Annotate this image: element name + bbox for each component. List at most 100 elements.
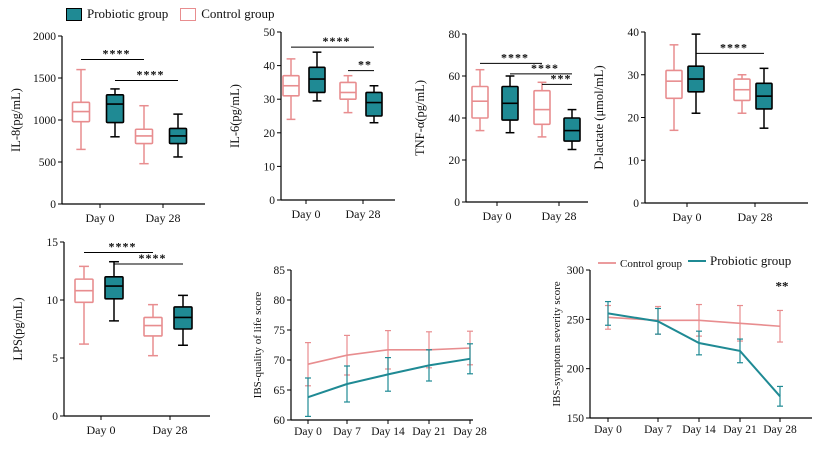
series-line — [307, 357, 471, 399]
y-axis-label: IBS-quality of life score — [252, 292, 264, 399]
significance-label: **** — [323, 34, 351, 48]
y-tick-label: 0 — [633, 198, 639, 210]
top-legend: Probiotic group Control group — [66, 4, 287, 24]
significance-label: **** — [139, 251, 167, 265]
significance-label: **** — [109, 239, 137, 253]
y-tick-label: 15 — [47, 237, 59, 249]
box-rect — [104, 275, 124, 300]
y-axis-label: IL-6(pg/mL) — [228, 84, 242, 148]
significance-label: *** — [551, 71, 572, 85]
panel-lps: 0 5 10 15 LPS(pg/mL) Day 0 Day 28 ******** — [11, 237, 210, 437]
x-tick-label: Day 0 — [673, 210, 702, 224]
y-tick-label: 10 — [47, 295, 59, 307]
box-control — [733, 74, 751, 114]
y-tick-label: 60 — [274, 415, 286, 427]
box-probiotic — [755, 67, 773, 129]
y-tick-label: 2000 — [33, 31, 56, 43]
x-tick-label: Day 0 — [294, 426, 322, 438]
y-tick-label: 0 — [50, 199, 56, 211]
y-axis-label: LPS(pg/mL) — [11, 297, 25, 360]
y-tick-label: 20 — [264, 128, 276, 140]
x-tick-label: Day 7 — [333, 426, 361, 438]
panel-dlac: 0 10 20 30 40 D-lactate (μmol/mL) Day 0 Day 28 *… — [592, 27, 808, 224]
y-tick-label: 250 — [567, 314, 585, 326]
significance-label: **** — [103, 47, 131, 61]
box-rect — [563, 117, 581, 142]
series-probiotic — [305, 343, 473, 417]
x-tick-label: Day 0 — [292, 207, 321, 221]
box-control — [471, 68, 489, 132]
x-tick-label: Day 0 — [594, 424, 622, 436]
x-tick-label: Day 28 — [146, 211, 181, 225]
y-tick-label: 1000 — [33, 115, 56, 127]
box-rect — [308, 66, 326, 94]
box-control — [74, 265, 94, 345]
y-tick-label: 150 — [567, 413, 585, 425]
y-tick-label: 1500 — [33, 73, 56, 85]
y-tick-label: 40 — [628, 27, 640, 39]
box-rect — [143, 316, 163, 337]
series-line — [607, 316, 781, 328]
box-probiotic — [308, 51, 326, 102]
box-rect — [665, 69, 683, 100]
y-tick-label: 40 — [449, 113, 461, 125]
y-tick-label: 50 — [264, 27, 276, 39]
box-rect — [339, 81, 357, 101]
x-tick-label: Day 28 — [346, 207, 381, 221]
x-tick-label: Day 28 — [738, 210, 773, 224]
legend-probiotic: Probiotic group — [66, 6, 168, 22]
y-tick-label: 300 — [567, 265, 585, 277]
y-tick-label: 500 — [39, 157, 57, 169]
box-control — [665, 44, 683, 132]
y-tick-label: 0 — [52, 411, 58, 423]
y-tick-label: 20 — [449, 155, 461, 167]
box-probiotic — [365, 85, 383, 124]
x-tick-label: Day 28 — [542, 209, 577, 223]
y-tick-label: 75 — [274, 325, 286, 337]
x-tick-label: Day 7 — [644, 424, 672, 436]
panel-qol: 60 65 70 75 80 85 IBS-quality of life score Day… — [252, 265, 487, 438]
box-control — [143, 303, 163, 357]
x-tick-label: Day 0 — [87, 423, 116, 437]
x-tick-label: Day 14 — [371, 426, 405, 438]
y-tick-label: 80 — [274, 295, 286, 307]
y-tick-label: 85 — [274, 265, 286, 277]
significance-label: **** — [501, 50, 529, 64]
y-tick-label: 20 — [628, 113, 640, 125]
box-probiotic — [563, 108, 581, 151]
legend-control-label: Control group — [201, 6, 275, 21]
box-rect — [533, 89, 551, 126]
box-probiotic — [168, 113, 188, 158]
x-tick-label: Day 28 — [763, 424, 797, 436]
x-tick-label: Day 0 — [86, 211, 115, 225]
series-line — [307, 347, 471, 365]
box-control — [71, 68, 91, 151]
y-axis-label: IL-8(pg/mL) — [9, 88, 23, 152]
y-tick-label: 10 — [628, 155, 640, 167]
series-probiotic — [605, 300, 783, 407]
box-control — [134, 104, 154, 165]
x-tick-label: Day 0 — [483, 209, 512, 223]
legend-control: Control group — [180, 6, 275, 22]
significance-label: ** — [776, 278, 789, 293]
box-control — [339, 74, 357, 114]
x-tick-label: Day 14 — [682, 424, 716, 436]
y-axis-label: D-lactate (μmol/mL) — [592, 65, 606, 169]
y-tick-label: 40 — [264, 61, 276, 73]
y-tick-label: 70 — [274, 355, 286, 367]
y-tick-label: 30 — [264, 94, 276, 106]
series-control — [605, 303, 783, 343]
significance-label: **** — [531, 61, 559, 75]
legend-probiotic-label: Probiotic group — [87, 6, 169, 21]
panel-il8: 0 500 1000 1500 2000 IL-8(pg/mL) Day 0 Day 28 **… — [9, 31, 205, 225]
legend-control-label: Control group — [620, 258, 683, 270]
y-tick-label: 80 — [449, 29, 461, 41]
y-tick-label: 60 — [449, 71, 461, 83]
significance-label: ** — [358, 58, 372, 72]
box-rect — [365, 91, 383, 117]
y-tick-label: 200 — [567, 364, 585, 376]
panel-sss: 150 200 250 300 IBS-symptom severity score Da… — [551, 253, 812, 436]
box-control — [282, 58, 300, 121]
y-tick-label: 65 — [274, 385, 286, 397]
